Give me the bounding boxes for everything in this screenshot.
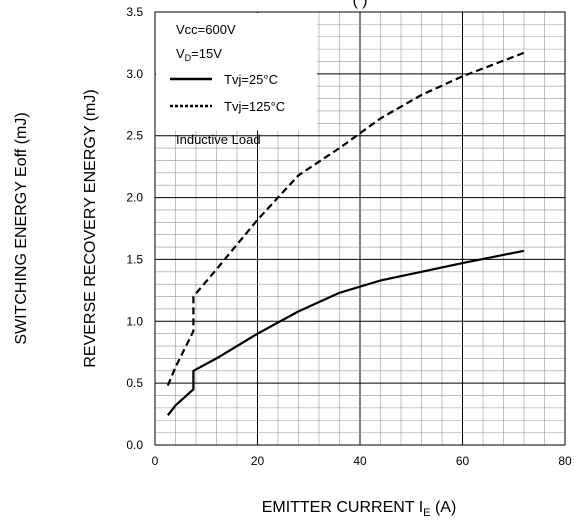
y-tick-label: 0.0: [126, 438, 143, 452]
y-axis-title-outer: SWITCHING ENERGY Eoff (mJ): [13, 112, 30, 344]
legend-box: [156, 13, 317, 131]
chart-title-partial: ( ): [352, 0, 367, 9]
y-tick-label: 3.5: [126, 5, 143, 19]
legend-vcc-label: Vcc=600V: [176, 22, 236, 37]
series-line-25c: [166, 249, 525, 416]
x-tick-label: 60: [456, 454, 470, 468]
series-group: [166, 51, 525, 416]
y-tick-label: 1.0: [126, 314, 143, 328]
y-tick-label: 0.5: [126, 376, 143, 390]
y-tick-label: 1.5: [126, 252, 143, 266]
y-tick-label: 3.0: [126, 67, 143, 81]
x-axis-title: EMITTER CURRENT IE (A): [262, 499, 457, 519]
y-axis-title-inner: REVERSE RECOVERY ENERGY (mJ): [82, 89, 99, 367]
y-tick-label: 2.0: [126, 191, 143, 205]
x-tick-label: 20: [251, 454, 265, 468]
x-tick-label: 80: [558, 454, 572, 468]
plot-frame: [154, 11, 566, 446]
x-tick-label: 0: [152, 454, 159, 468]
legend-series-25c: Tvj=25°C: [224, 72, 278, 87]
legend-series-125c: Tvj=125°C: [224, 99, 285, 114]
x-tick-labels: 0 20 40 60 80: [152, 454, 572, 468]
y-tick-label: 2.5: [126, 129, 143, 143]
x-tick-label: 40: [353, 454, 367, 468]
y-tick-labels: 0.0 0.5 1.0 1.5 2.0 2.5 3.0 3.5: [126, 5, 143, 452]
series-line-125c: [166, 51, 525, 387]
legend-vd-label: VD=15V: [176, 46, 222, 63]
legend-load-label: Inductive Load: [176, 132, 261, 147]
